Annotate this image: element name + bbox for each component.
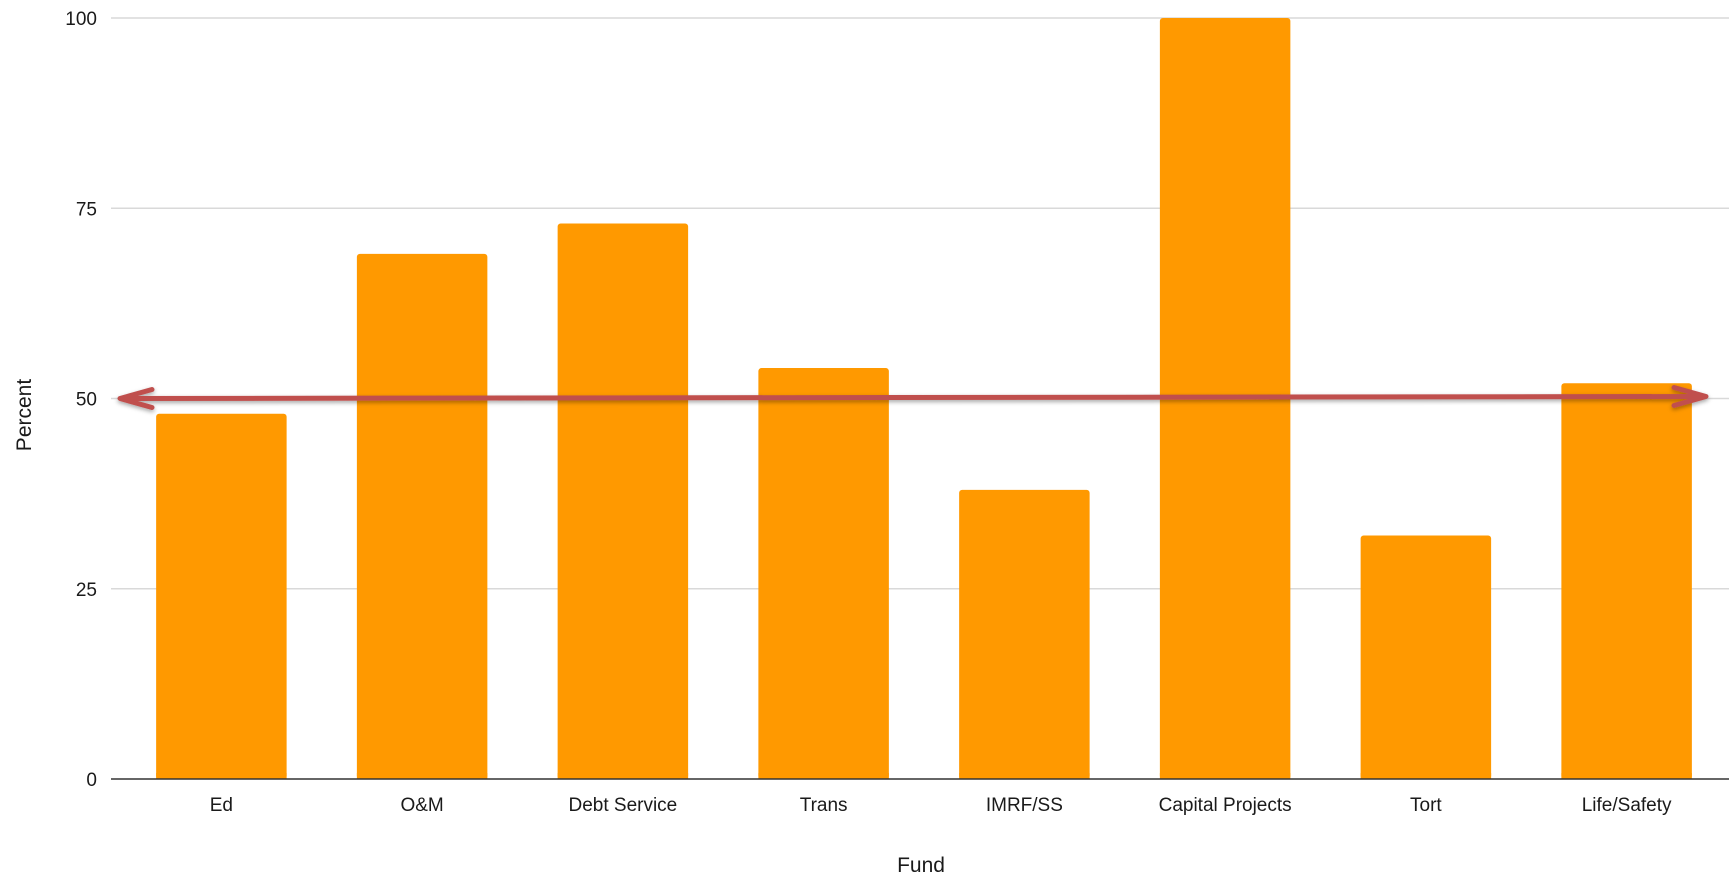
y-tick-label: 0 [86,770,97,791]
bar [156,413,287,779]
bar-base [156,773,287,779]
reference-arrow [117,385,1709,410]
bar [758,368,889,779]
y-tick-label: 75 [76,199,97,220]
arrowhead-left [117,387,155,410]
y-axis-title: Percent [13,379,36,452]
x-tick-label: IMRF/SS [986,795,1063,816]
bar [1360,535,1492,779]
bars [156,18,1692,780]
y-tick-labels: 0 25 50 75 100 [65,9,97,791]
x-tick-label: Trans [800,795,848,816]
bar [356,253,488,779]
x-axis-title: Fund [897,854,945,877]
x-tick-label: Tort [1410,795,1442,816]
bar-base [758,773,889,779]
gridlines [111,17,1729,590]
bar-base [1561,773,1692,779]
bar-base [1360,773,1492,779]
bar [557,223,689,780]
x-tick-label: Life/Safety [1582,795,1672,816]
arrowhead-right [1671,385,1709,408]
bar-base [557,773,689,779]
x-tick-label: Debt Service [568,795,677,816]
bar-base [356,773,488,779]
x-tick-label: Ed [210,795,233,816]
bar [1561,383,1692,779]
y-tick-label: 100 [65,9,97,30]
x-tick-label: O&M [400,795,443,816]
bar-base [1159,773,1291,779]
bar [959,489,1090,779]
x-tick-label: Capital Projects [1159,795,1292,816]
y-tick-label: 25 [76,580,97,601]
y-tick-label: 50 [76,390,97,411]
reference-line [125,394,1701,401]
bar-base [959,773,1090,779]
x-tick-labels: Ed O&M Debt Service Trans IMRF/SS Capital Pro… [210,795,1672,816]
